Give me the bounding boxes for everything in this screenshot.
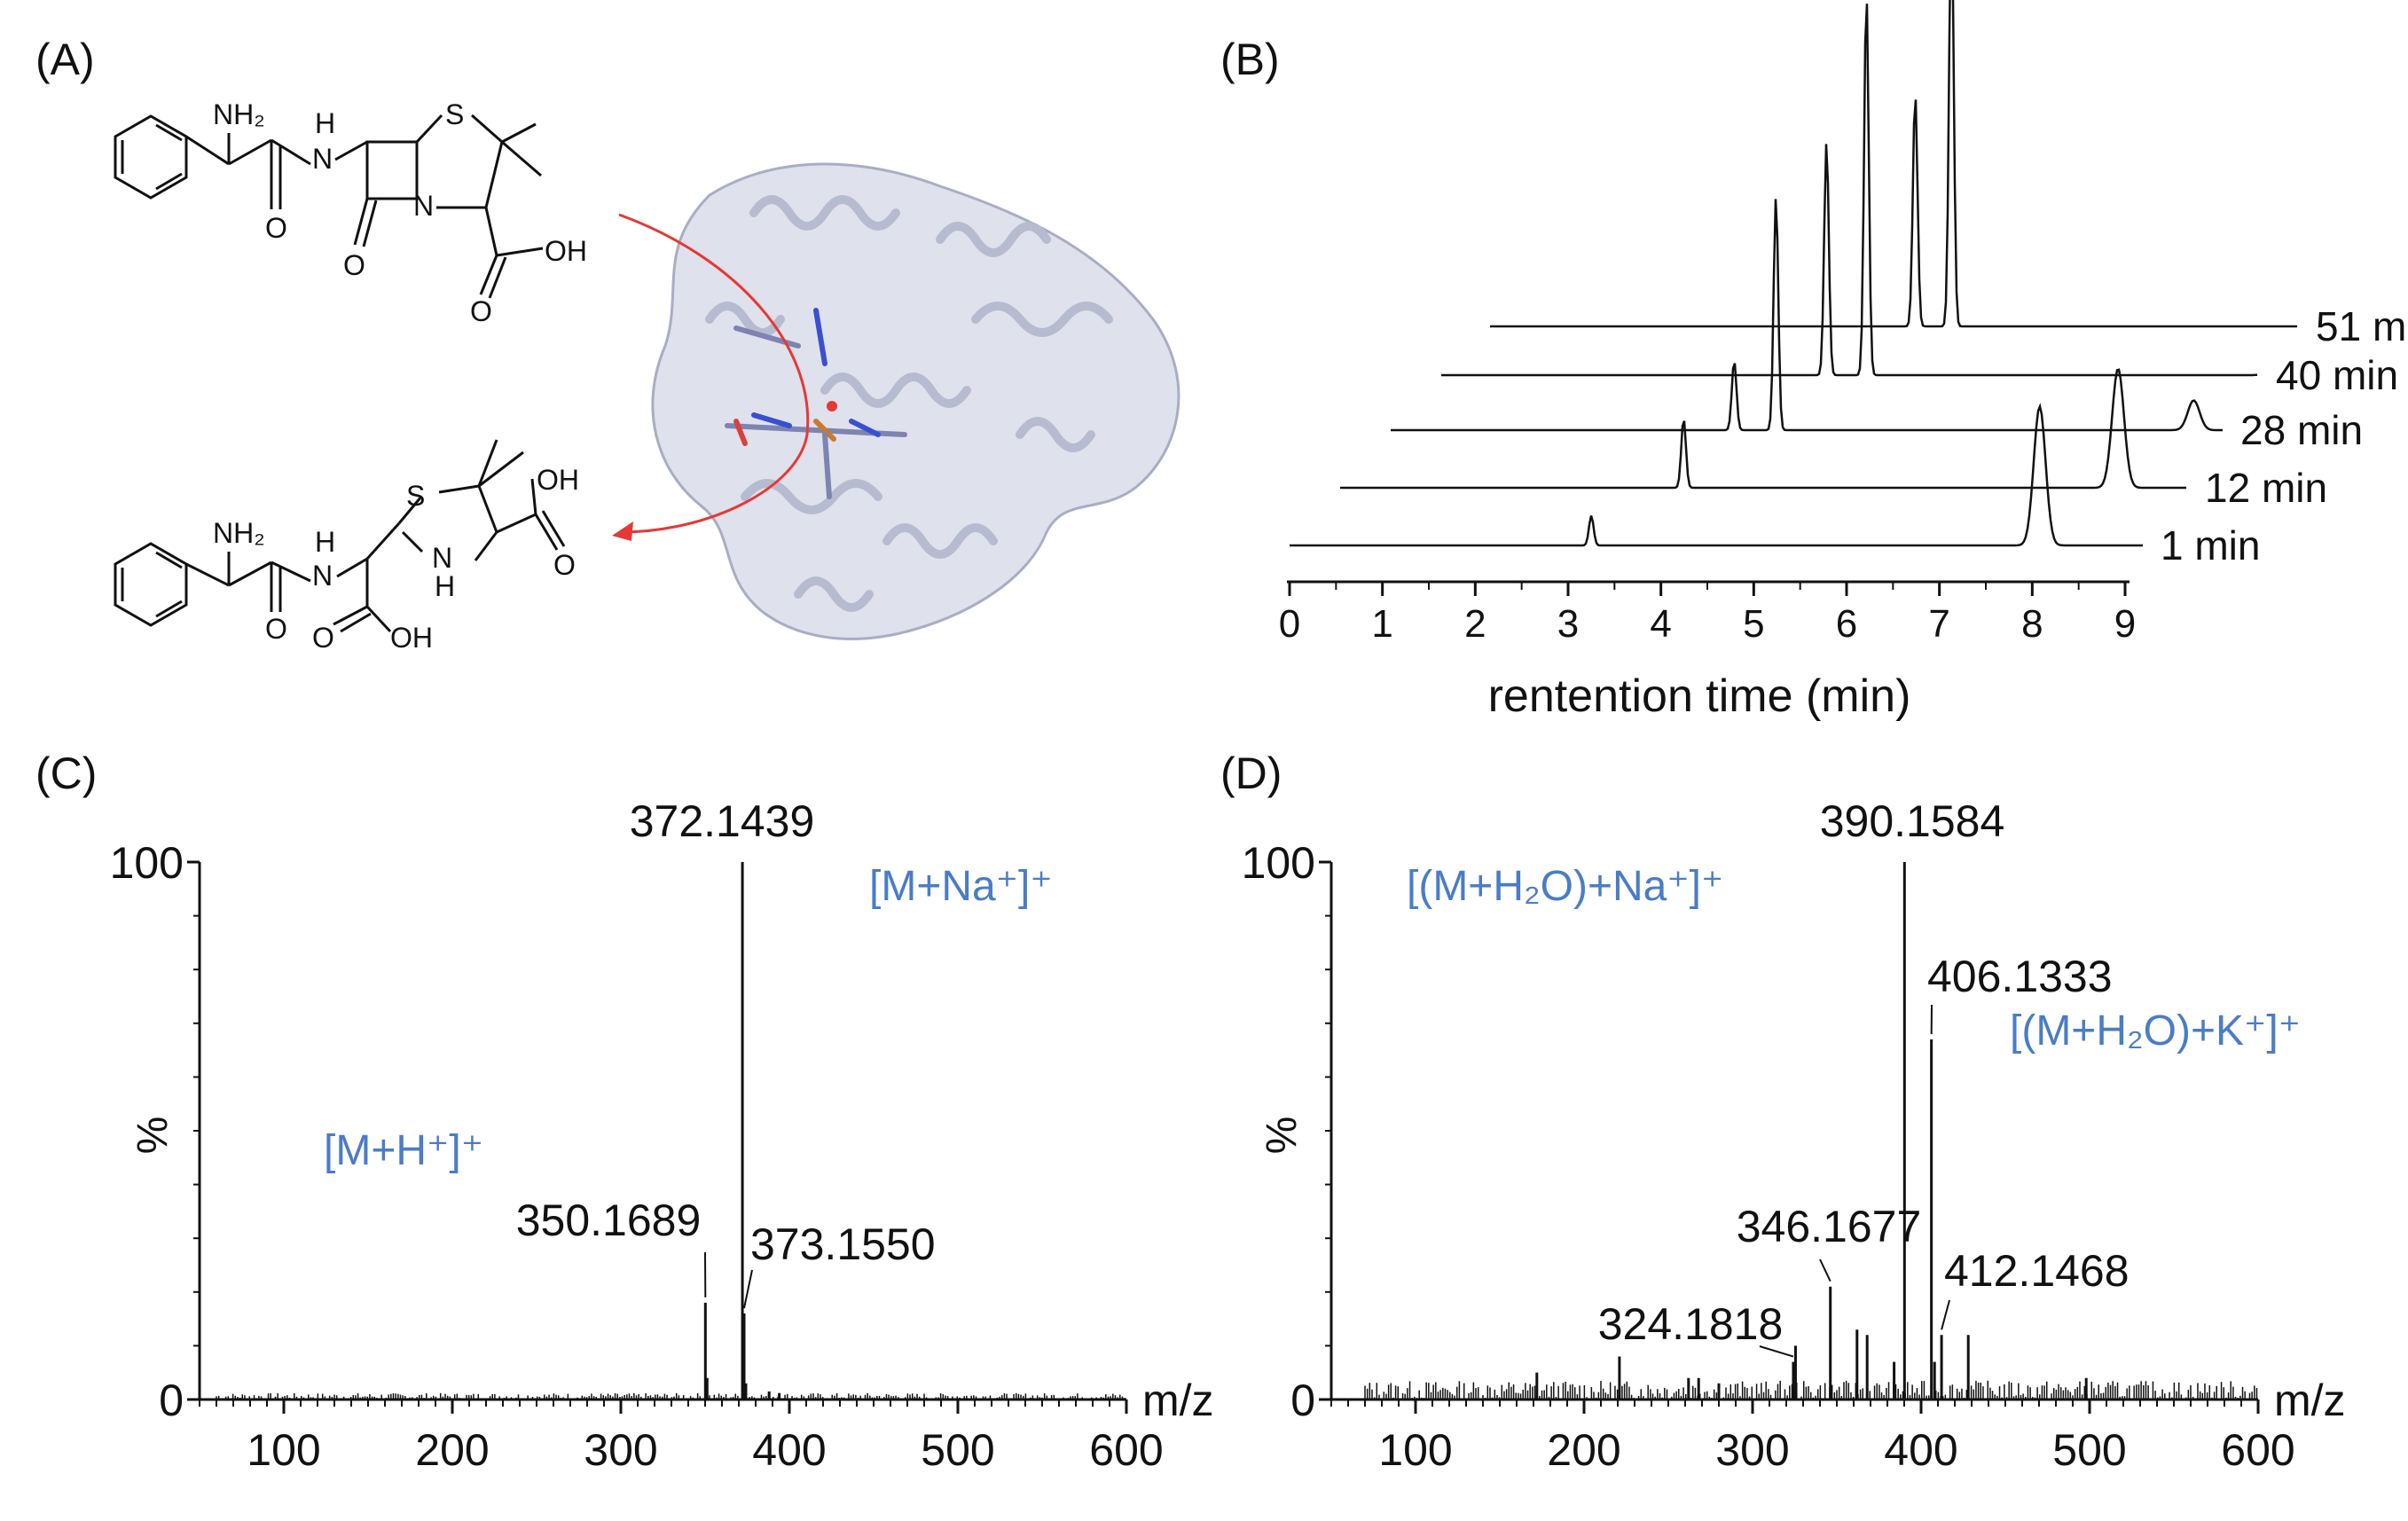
x-tick-label: 200 bbox=[415, 1425, 489, 1475]
x-tick-label: 6 bbox=[1836, 602, 1857, 646]
x-axis-label: rentention time (min) bbox=[1488, 670, 1911, 722]
x-tick-label: 0 bbox=[1279, 602, 1300, 646]
ion-annotation: [M+H⁺]⁺ bbox=[324, 1127, 483, 1174]
x-tick-label: 300 bbox=[1715, 1425, 1789, 1475]
x-tick-label: 4 bbox=[1650, 602, 1671, 646]
peak-label: 390.1584 bbox=[1820, 796, 2005, 846]
bottom-structure-bonds bbox=[114, 439, 566, 633]
bottom-n-amide: N bbox=[312, 560, 333, 592]
ion-annotation: [(M+H₂O)+K⁺]⁺ bbox=[2010, 1007, 2301, 1055]
x-tick-label: 8 bbox=[2021, 602, 2043, 646]
chromatogram-chart: 0 1 2 3 4 5 6 7 8 9 rentention time (min) 1 min 12 m… bbox=[1279, 0, 2408, 722]
series-label: 51 min bbox=[2316, 303, 2408, 349]
panel-label-d: (D) bbox=[1220, 749, 1282, 798]
x-tick-label: 200 bbox=[1547, 1425, 1620, 1475]
peak-label: 346.1677 bbox=[1737, 1202, 1922, 1251]
x-tick-label: 5 bbox=[1743, 602, 1764, 646]
bottom-o3: O bbox=[553, 549, 576, 581]
ion-annotation: [(M+H₂O)+Na⁺]⁺ bbox=[1407, 863, 1723, 910]
peak-leader bbox=[1759, 1345, 1794, 1358]
peak-label: 412.1468 bbox=[1944, 1246, 2130, 1296]
y-tick-label: 100 bbox=[1242, 838, 1315, 888]
y-tick-label: 0 bbox=[1290, 1376, 1315, 1425]
peak-label: 372.1439 bbox=[630, 796, 815, 846]
bottom-oh: OH bbox=[390, 622, 433, 654]
y-tick-label: 100 bbox=[110, 838, 184, 888]
bottom-s: S bbox=[406, 480, 425, 512]
x-axis-label: m/z bbox=[1142, 1376, 1214, 1425]
top-structure-atoms: NH₂ H N O S N O O OH bbox=[213, 98, 587, 327]
chromatogram-trace bbox=[1490, 0, 2297, 328]
chromatogram-trace bbox=[1340, 368, 2186, 490]
top-o2: O bbox=[343, 249, 365, 281]
x-tick-label: 7 bbox=[1928, 602, 1949, 646]
peak-leader bbox=[1819, 1258, 1831, 1282]
top-structure-bonds bbox=[114, 114, 544, 299]
panel-label-a: (A) bbox=[35, 35, 95, 84]
reaction-arrow bbox=[618, 213, 810, 534]
top-oh: OH bbox=[545, 235, 587, 267]
bottom-oh-top: OH bbox=[537, 464, 579, 496]
series-label: 40 min bbox=[2276, 352, 2398, 398]
series-label: 12 min bbox=[2205, 465, 2327, 511]
bottom-h-ring: H bbox=[435, 570, 455, 602]
chromatogram-trace bbox=[1441, 4, 2258, 377]
x-tick-label: 400 bbox=[1884, 1425, 1957, 1475]
y-axis-label: % bbox=[129, 1117, 176, 1155]
x-axis-label: m/z bbox=[2274, 1376, 2346, 1425]
top-h: H bbox=[315, 107, 335, 139]
bottom-nh2: NH₂ bbox=[213, 517, 265, 549]
x-tick-label: 500 bbox=[921, 1425, 994, 1475]
top-o1: O bbox=[265, 212, 287, 244]
bottom-h-top: H bbox=[315, 526, 335, 558]
peak-label: 324.1818 bbox=[1598, 1299, 1784, 1349]
x-tick-label: 100 bbox=[247, 1425, 320, 1475]
bottom-n-ring: N bbox=[432, 542, 452, 574]
chromatogram-trace bbox=[1290, 403, 2143, 547]
panel-label-c: (C) bbox=[35, 749, 98, 798]
chemical-structures: NH₂ H N O S N O O OH bbox=[114, 98, 587, 654]
top-n-amide: N bbox=[312, 143, 333, 175]
top-o3: O bbox=[470, 295, 492, 327]
protein-ribbon bbox=[651, 162, 1180, 640]
peak-label: 350.1689 bbox=[516, 1196, 702, 1245]
y-axis-label: % bbox=[1259, 1117, 1306, 1155]
bottom-o1: O bbox=[265, 613, 287, 645]
x-tick-label: 300 bbox=[584, 1425, 657, 1475]
x-tick-label: 500 bbox=[2052, 1425, 2126, 1475]
x-tick-label: 9 bbox=[2114, 602, 2136, 646]
x-tick-label: 100 bbox=[1378, 1425, 1452, 1475]
top-nh2: NH₂ bbox=[213, 98, 265, 130]
peak-leader bbox=[1941, 1299, 1950, 1330]
bottom-structure-atoms: NH₂ H N O S OH N H O O OH bbox=[213, 464, 579, 654]
ion-annotation: [M+Na⁺]⁺ bbox=[869, 863, 1053, 910]
peak-leader bbox=[743, 1269, 753, 1309]
x-tick-label: 600 bbox=[1089, 1425, 1163, 1475]
series-label: 1 min bbox=[2161, 522, 2260, 568]
top-n-ring: N bbox=[413, 190, 434, 222]
iron-water bbox=[827, 401, 837, 412]
x-tick-label: 600 bbox=[2221, 1425, 2294, 1475]
bottom-o2: O bbox=[312, 622, 334, 654]
x-tick-label: 3 bbox=[1557, 602, 1579, 646]
x-tick-label: 400 bbox=[752, 1425, 826, 1475]
x-tick-label: 2 bbox=[1464, 602, 1486, 646]
chromatogram-trace bbox=[1391, 199, 2223, 432]
panel-label-b: (B) bbox=[1220, 35, 1280, 84]
y-tick-label: 0 bbox=[159, 1376, 184, 1425]
x-tick-label: 1 bbox=[1371, 602, 1392, 646]
peak-label: 406.1333 bbox=[1927, 952, 2113, 1001]
reaction-arrowhead bbox=[612, 521, 633, 541]
protein-helices bbox=[705, 195, 1113, 612]
peak-label: 373.1550 bbox=[750, 1219, 936, 1269]
series-label: 28 min bbox=[2240, 407, 2363, 453]
top-s: S bbox=[445, 98, 464, 130]
heme-cofactor bbox=[725, 308, 907, 499]
protein-structure bbox=[612, 162, 1180, 640]
